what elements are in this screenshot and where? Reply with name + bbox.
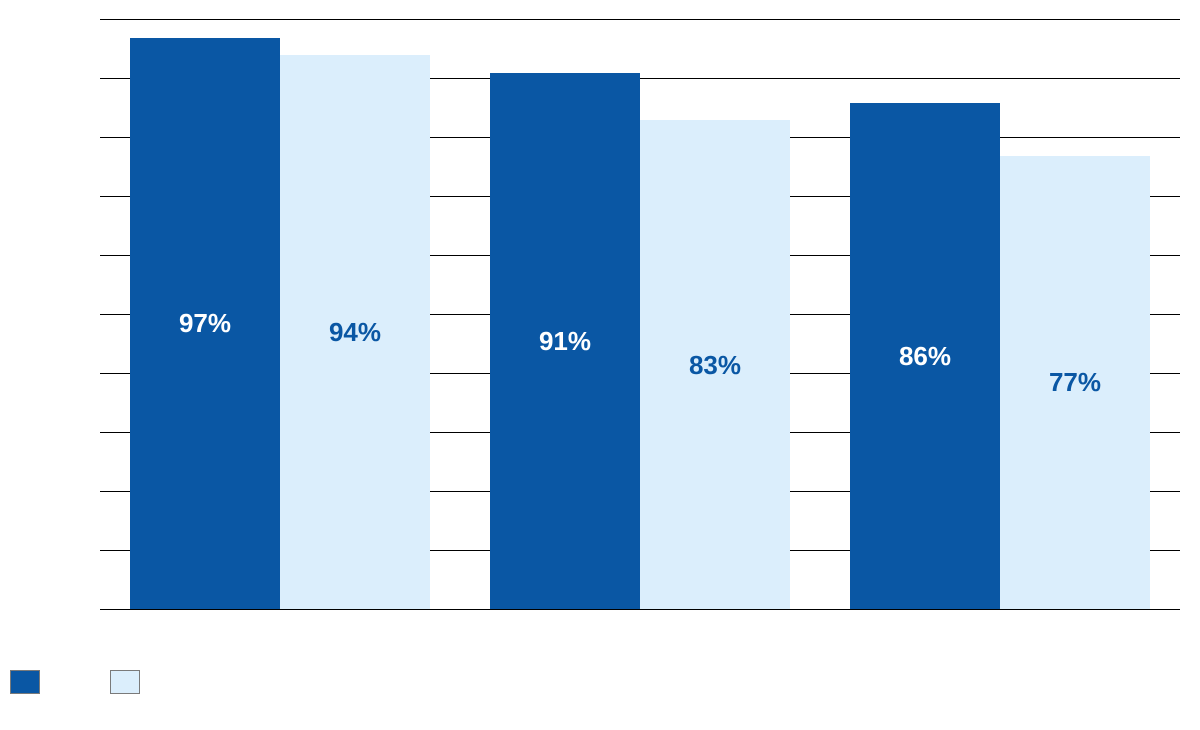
bar-group: 97% 94% xyxy=(130,20,430,610)
x-axis xyxy=(100,609,1180,610)
bar: 86% xyxy=(850,103,1000,610)
legend-item xyxy=(110,670,150,694)
bar-value-label: 91% xyxy=(539,326,591,357)
bar-group: 86% 77% xyxy=(850,20,1150,610)
bar-group: 91% 83% xyxy=(490,20,790,610)
plot-area: 97% 94% 91% 83% 86% 77% xyxy=(100,20,1180,610)
legend xyxy=(10,670,150,694)
bar: 91% xyxy=(490,73,640,610)
bar-chart: 97% 94% 91% 83% 86% 77% xyxy=(0,0,1200,730)
legend-item xyxy=(10,670,50,694)
bar-value-label: 94% xyxy=(329,317,381,348)
bar: 77% xyxy=(1000,156,1150,610)
bar: 97% xyxy=(130,38,280,610)
bar-value-label: 77% xyxy=(1049,367,1101,398)
legend-swatch xyxy=(110,670,140,694)
bar: 94% xyxy=(280,55,430,610)
bar-value-label: 97% xyxy=(179,308,231,339)
bar-groups: 97% 94% 91% 83% 86% 77% xyxy=(100,20,1180,610)
bar-value-label: 86% xyxy=(899,341,951,372)
legend-swatch xyxy=(10,670,40,694)
bar-value-label: 83% xyxy=(689,350,741,381)
bar: 83% xyxy=(640,120,790,610)
